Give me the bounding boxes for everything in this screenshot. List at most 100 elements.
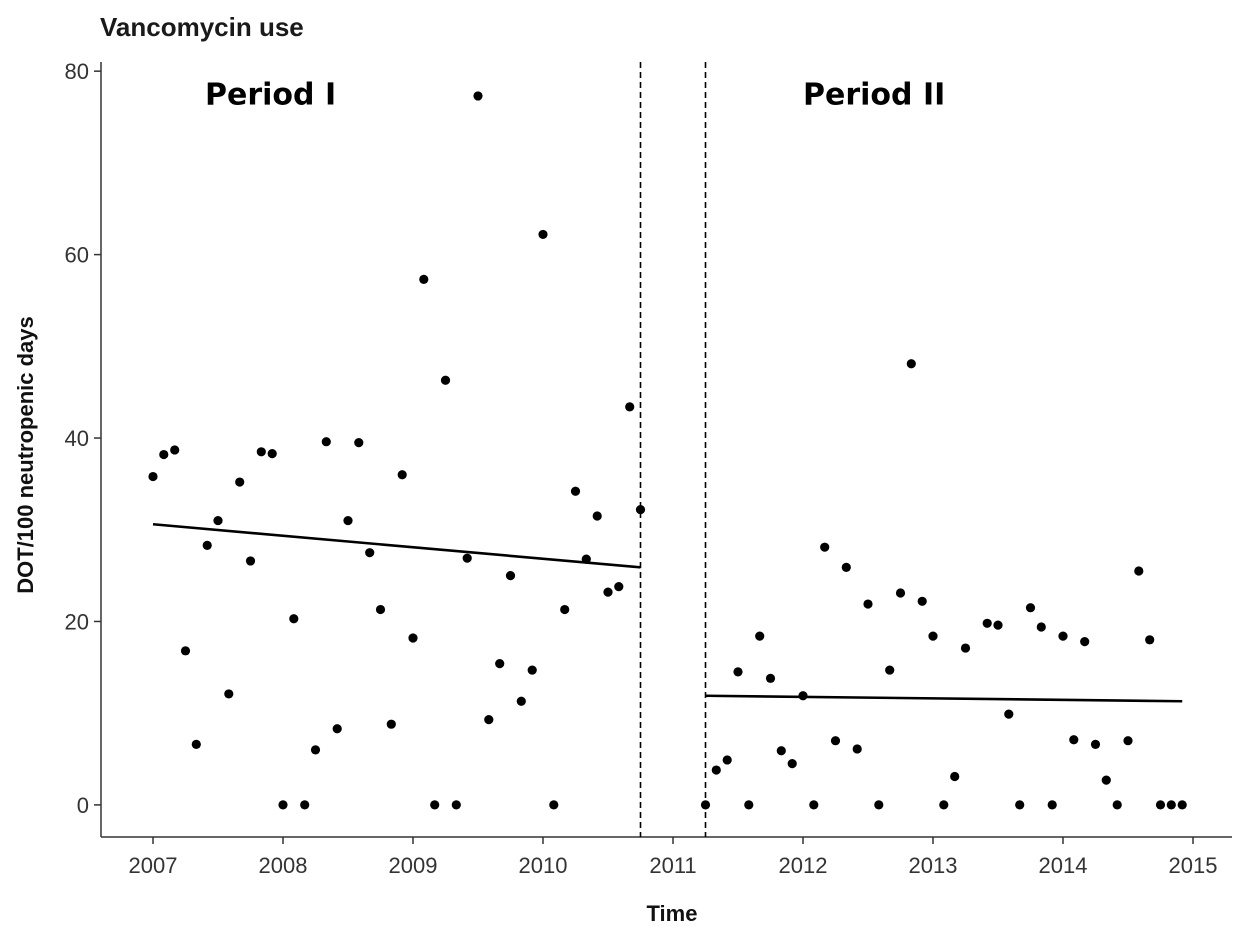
data-point (1177, 800, 1187, 810)
data-point (1069, 735, 1079, 745)
y-tick-label: 80 (65, 59, 89, 84)
data-point (289, 614, 299, 624)
data-point (430, 800, 440, 810)
trend-lines (152, 522, 1183, 703)
y-tick-label: 0 (77, 793, 89, 818)
chart-title: Vancomycin use (100, 12, 304, 42)
data-point (495, 659, 505, 669)
data-point (809, 800, 819, 810)
data-point (614, 582, 624, 592)
data-point (1101, 775, 1111, 785)
data-point (365, 548, 375, 558)
data-point (895, 588, 906, 598)
y-axis-label: DOT/100 neutropenic days (13, 316, 38, 594)
data-point (755, 631, 765, 641)
data-point (1112, 800, 1122, 810)
data-point (939, 800, 949, 810)
data-point (419, 274, 429, 284)
x-tick-label: 2011 (649, 853, 696, 878)
data-point (1166, 800, 1176, 810)
trend-line (705, 694, 1183, 703)
data-point (397, 470, 407, 480)
x-tick-label: 2012 (779, 853, 828, 878)
data-point (148, 471, 158, 482)
x-axis-ticks: 2007 2008 2009 2010 2011 2012 2013 2014 2015 (129, 837, 1218, 878)
data-point (1090, 739, 1101, 749)
data-point (310, 745, 321, 755)
data-point (1058, 631, 1068, 641)
data-point (798, 691, 808, 701)
data-point (484, 715, 494, 725)
data-point (1145, 635, 1155, 645)
period-annotations: Period I Period II (205, 78, 945, 113)
y-tick-label: 60 (65, 243, 89, 268)
data-point (993, 620, 1003, 630)
data-point (885, 665, 895, 675)
data-point (527, 665, 537, 675)
x-tick-label: 2010 (519, 853, 568, 878)
x-tick-label: 2015 (1169, 853, 1218, 878)
x-axis-label: Time (647, 901, 698, 926)
data-point (256, 447, 266, 457)
data-point (570, 486, 581, 496)
data-point (1080, 637, 1090, 647)
data-point (581, 554, 591, 564)
data-point (462, 553, 472, 563)
data-point (1015, 800, 1025, 810)
period-label: Period I (205, 78, 336, 113)
data-point (213, 515, 223, 526)
data-point (635, 504, 646, 515)
data-point (744, 800, 754, 810)
data-point (278, 800, 288, 810)
x-tick-label: 2009 (389, 853, 438, 878)
data-point (321, 437, 331, 447)
data-point (960, 643, 971, 653)
data-point (245, 556, 256, 566)
data-point (180, 646, 191, 656)
data-point (386, 719, 396, 729)
data-point (852, 744, 862, 754)
axes (100, 62, 1232, 838)
data-point (906, 359, 916, 369)
data-point (1134, 566, 1144, 576)
data-point (473, 91, 483, 101)
period-divider-lines (639, 62, 707, 837)
data-point (235, 477, 245, 487)
data-point (202, 540, 212, 550)
data-point (1004, 709, 1014, 719)
data-point (1155, 800, 1166, 810)
data-point (592, 511, 602, 521)
data-point (300, 800, 310, 810)
data-point (874, 800, 884, 810)
data-point (516, 696, 526, 706)
x-tick-label: 2008 (259, 853, 308, 878)
data-point (603, 587, 613, 597)
data-point (625, 402, 635, 412)
data-point (1025, 603, 1036, 613)
data-point (505, 571, 516, 581)
data-point (440, 375, 451, 385)
data-point (830, 736, 841, 746)
data-point (787, 759, 797, 769)
period-label: Period II (803, 78, 945, 113)
data-point (408, 633, 418, 643)
x-tick-label: 2013 (909, 853, 958, 878)
y-tick-label: 40 (65, 426, 89, 451)
data-point (982, 618, 992, 628)
data-point (928, 631, 938, 641)
data-point (560, 604, 570, 615)
x-tick-label: 2014 (1039, 853, 1088, 878)
y-axis-ticks: 0 20 40 60 80 (65, 59, 101, 818)
trend-line (152, 522, 641, 569)
data-point (1036, 622, 1046, 632)
data-point (375, 604, 386, 615)
y-tick-label: 20 (65, 609, 89, 634)
data-point (159, 449, 169, 460)
data-point (354, 438, 364, 448)
data-point (170, 445, 180, 455)
data-point (538, 229, 548, 240)
data-point (765, 673, 776, 683)
data-point (451, 800, 461, 810)
